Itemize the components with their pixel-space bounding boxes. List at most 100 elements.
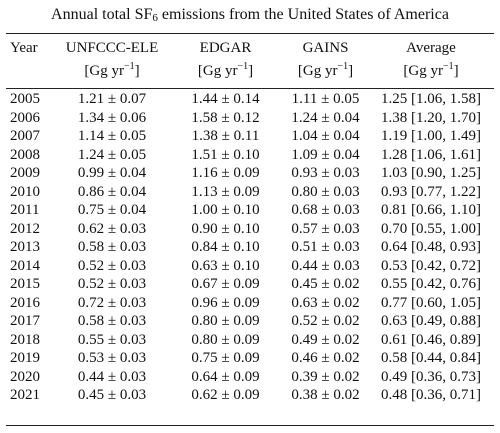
cell-year: 2012 (10, 220, 40, 237)
cell-unfccc-ele: 0.62 ± 0.03 (77, 220, 147, 237)
col-unit-edgar: [Gg yr−1] (168, 61, 283, 85)
cell-average: 0.64 [0.48, 0.93] (381, 239, 481, 255)
caption-subscript: 6 (152, 12, 158, 24)
cell-edgar: 1.38 ± 0.11 (191, 128, 260, 144)
unit-close: ] (134, 63, 140, 79)
table-row: 2012 0.62 ± 0.03 0.90 ± 0.10 0.57 ± 0.03 0.7… (6, 220, 494, 239)
top-rule (6, 33, 494, 34)
cell-unfccc-ele: 0.53 ± 0.03 (77, 350, 147, 366)
cell-gains: 0.46 ± 0.02 (291, 350, 360, 366)
cell-year: 2020 (10, 368, 40, 385)
table-caption: Annual total SF6 emissions from the Unit… (0, 6, 500, 24)
cell-unfccc-ele: 0.99 ± 0.04 (77, 165, 147, 181)
cell-year: 2007 (10, 128, 40, 144)
unit-exponent: −1 (123, 61, 135, 72)
table-row: 2013 0.58 ± 0.03 0.84 ± 0.10 0.51 ± 0.03 0.6… (6, 238, 494, 257)
table-body: 2005 1.21 ± 0.07 1.44 ± 0.14 1.11 ± 0.05 1.2… (6, 85, 494, 405)
cell-unfccc-ele: 0.75 ± 0.04 (77, 202, 147, 218)
cell-unfccc-ele: 0.45 ± 0.03 (77, 387, 147, 403)
cell-unfccc-ele: 0.58 ± 0.03 (77, 239, 147, 255)
caption-prefix: Annual total SF (51, 6, 153, 23)
cell-average: 0.77 [0.60, 1.05] (381, 294, 481, 311)
col-header-average: Average (406, 40, 456, 56)
cell-average: 1.03 [0.90, 1.25] (381, 165, 481, 181)
cell-year: 2011 (10, 202, 40, 218)
col-unit-gains: [Gg yr−1] (283, 61, 368, 85)
col-header-gains: GAINS (302, 40, 349, 56)
cell-average: 0.49 [0.36, 0.73] (381, 368, 481, 385)
cell-year: 2016 (10, 294, 40, 311)
cell-gains: 1.09 ± 0.04 (291, 146, 360, 163)
cell-year: 2006 (10, 109, 40, 126)
cell-year: 2008 (10, 146, 40, 163)
unit-text: [Gg yr (197, 63, 238, 79)
cell-edgar: 0.80 ± 0.09 (191, 313, 260, 329)
unit-close: ] (248, 63, 254, 79)
cell-edgar: 1.58 ± 0.12 (191, 109, 260, 126)
table-row: 2010 0.86 ± 0.04 1.13 ± 0.09 0.80 ± 0.03 0.9… (6, 183, 494, 202)
col-header-year: Year (10, 40, 38, 56)
cell-year: 2009 (10, 165, 40, 181)
cell-edgar: 1.51 ± 0.10 (191, 146, 260, 163)
cell-average: 0.93 [0.77, 1.22] (381, 183, 481, 200)
cell-average: 0.48 [0.36, 0.71] (381, 387, 481, 403)
cell-gains: 0.63 ± 0.02 (291, 294, 360, 311)
cell-edgar: 0.63 ± 0.10 (191, 257, 260, 274)
cell-gains: 1.11 ± 0.05 (291, 91, 360, 107)
cell-edgar: 0.84 ± 0.10 (191, 239, 260, 255)
table-row: 2020 0.44 ± 0.03 0.64 ± 0.09 0.39 ± 0.02 0.4… (6, 368, 494, 387)
cell-average: 0.61 [0.46, 0.89] (381, 331, 481, 348)
cell-edgar: 0.90 ± 0.10 (191, 220, 260, 237)
cell-unfccc-ele: 1.14 ± 0.05 (77, 128, 147, 144)
cell-unfccc-ele: 1.34 ± 0.06 (77, 109, 147, 126)
unit-text: [Gg yr (403, 63, 443, 79)
cell-edgar: 1.44 ± 0.14 (191, 91, 260, 107)
cell-year: 2015 (10, 276, 40, 292)
table-row: 2015 0.52 ± 0.03 0.67 ± 0.09 0.45 ± 0.02 0.5… (6, 275, 494, 294)
cell-gains: 0.51 ± 0.03 (291, 239, 360, 255)
cell-edgar: 1.00 ± 0.10 (191, 202, 260, 218)
unit-close: ] (453, 63, 459, 79)
cell-edgar: 0.75 ± 0.09 (191, 350, 260, 366)
cell-gains: 0.39 ± 0.02 (291, 368, 360, 385)
table-row: 2007 1.14 ± 0.05 1.38 ± 0.11 1.04 ± 0.04 1.1… (6, 127, 494, 146)
unit-exponent: −1 (337, 61, 349, 72)
cell-gains: 0.49 ± 0.02 (291, 331, 360, 348)
unit-exponent: −1 (442, 61, 454, 72)
cell-edgar: 0.96 ± 0.09 (191, 294, 260, 311)
table-row: 2016 0.72 ± 0.03 0.96 ± 0.09 0.63 ± 0.02 0.7… (6, 294, 494, 313)
cell-year: 2010 (10, 183, 40, 200)
cell-unfccc-ele: 0.58 ± 0.03 (77, 313, 147, 329)
cell-average: 0.55 [0.42, 0.76] (381, 276, 481, 292)
cell-average: 0.63 [0.49, 0.88] (381, 313, 481, 329)
cell-year: 2014 (10, 257, 40, 274)
col-header-edgar: EDGAR (199, 40, 252, 56)
cell-gains: 0.38 ± 0.02 (291, 387, 360, 403)
cell-unfccc-ele: 1.24 ± 0.05 (77, 146, 147, 163)
cell-gains: 0.80 ± 0.03 (291, 183, 360, 200)
caption-suffix: emissions from the United States of Amer… (157, 6, 449, 23)
cell-unfccc-ele: 0.44 ± 0.03 (77, 368, 147, 385)
unit-text: [Gg yr (84, 63, 124, 79)
cell-average: 0.81 [0.66, 1.10] (381, 202, 481, 218)
cell-year: 2018 (10, 331, 40, 348)
cell-gains: 0.93 ± 0.03 (291, 165, 360, 181)
cell-gains: 1.04 ± 0.04 (291, 128, 360, 144)
header-rule (6, 88, 494, 89)
unit-text: [Gg yr (297, 63, 338, 79)
cell-unfccc-ele: 0.52 ± 0.03 (77, 257, 147, 274)
cell-unfccc-ele: 0.72 ± 0.03 (77, 294, 147, 311)
table-row: 2008 1.24 ± 0.05 1.51 ± 0.10 1.09 ± 0.04 1.2… (6, 146, 494, 165)
cell-gains: 0.68 ± 0.03 (291, 202, 360, 218)
cell-edgar: 1.16 ± 0.09 (191, 165, 260, 181)
cell-edgar: 0.62 ± 0.09 (191, 387, 260, 403)
cell-year: 2019 (10, 350, 40, 366)
header-row-labels: Year UNFCCC-ELE EDGAR GAINS Average (6, 36, 494, 61)
cell-gains: 0.45 ± 0.02 (291, 276, 360, 292)
table-row: 2009 0.99 ± 0.04 1.16 ± 0.09 0.93 ± 0.03 1.0… (6, 164, 494, 183)
cell-edgar: 0.80 ± 0.09 (191, 331, 260, 348)
table-row: 2019 0.53 ± 0.03 0.75 ± 0.09 0.46 ± 0.02 0.5… (6, 349, 494, 368)
header-row-units: [Gg yr−1] [Gg yr−1] [Gg yr−1] [Gg yr−1] (6, 61, 494, 85)
cell-average: 1.25 [1.06, 1.58] (381, 91, 481, 107)
